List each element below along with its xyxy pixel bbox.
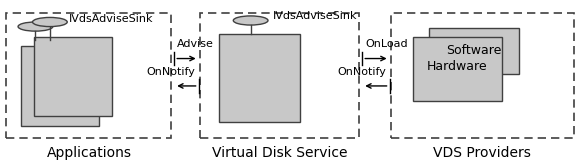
Bar: [21, 46, 99, 126]
Bar: [34, 37, 113, 116]
Bar: [412, 37, 502, 101]
Text: Software: Software: [446, 44, 501, 57]
Text: OnLoad: OnLoad: [365, 39, 408, 49]
Text: OnNotify: OnNotify: [147, 67, 195, 77]
Circle shape: [18, 22, 53, 31]
Text: VDS Providers: VDS Providers: [433, 146, 531, 160]
Bar: [219, 34, 300, 122]
Circle shape: [233, 16, 268, 25]
Circle shape: [32, 17, 67, 27]
Text: OnNotify: OnNotify: [338, 67, 387, 77]
Text: IVdsAdviseSink: IVdsAdviseSink: [69, 14, 154, 24]
Text: IVdsAdviseSink: IVdsAdviseSink: [273, 11, 357, 21]
Text: Applications: Applications: [46, 146, 132, 160]
Text: Advise: Advise: [177, 39, 214, 49]
Text: Hardware: Hardware: [427, 60, 488, 73]
Bar: [429, 28, 519, 74]
Text: Virtual Disk Service: Virtual Disk Service: [212, 146, 347, 160]
